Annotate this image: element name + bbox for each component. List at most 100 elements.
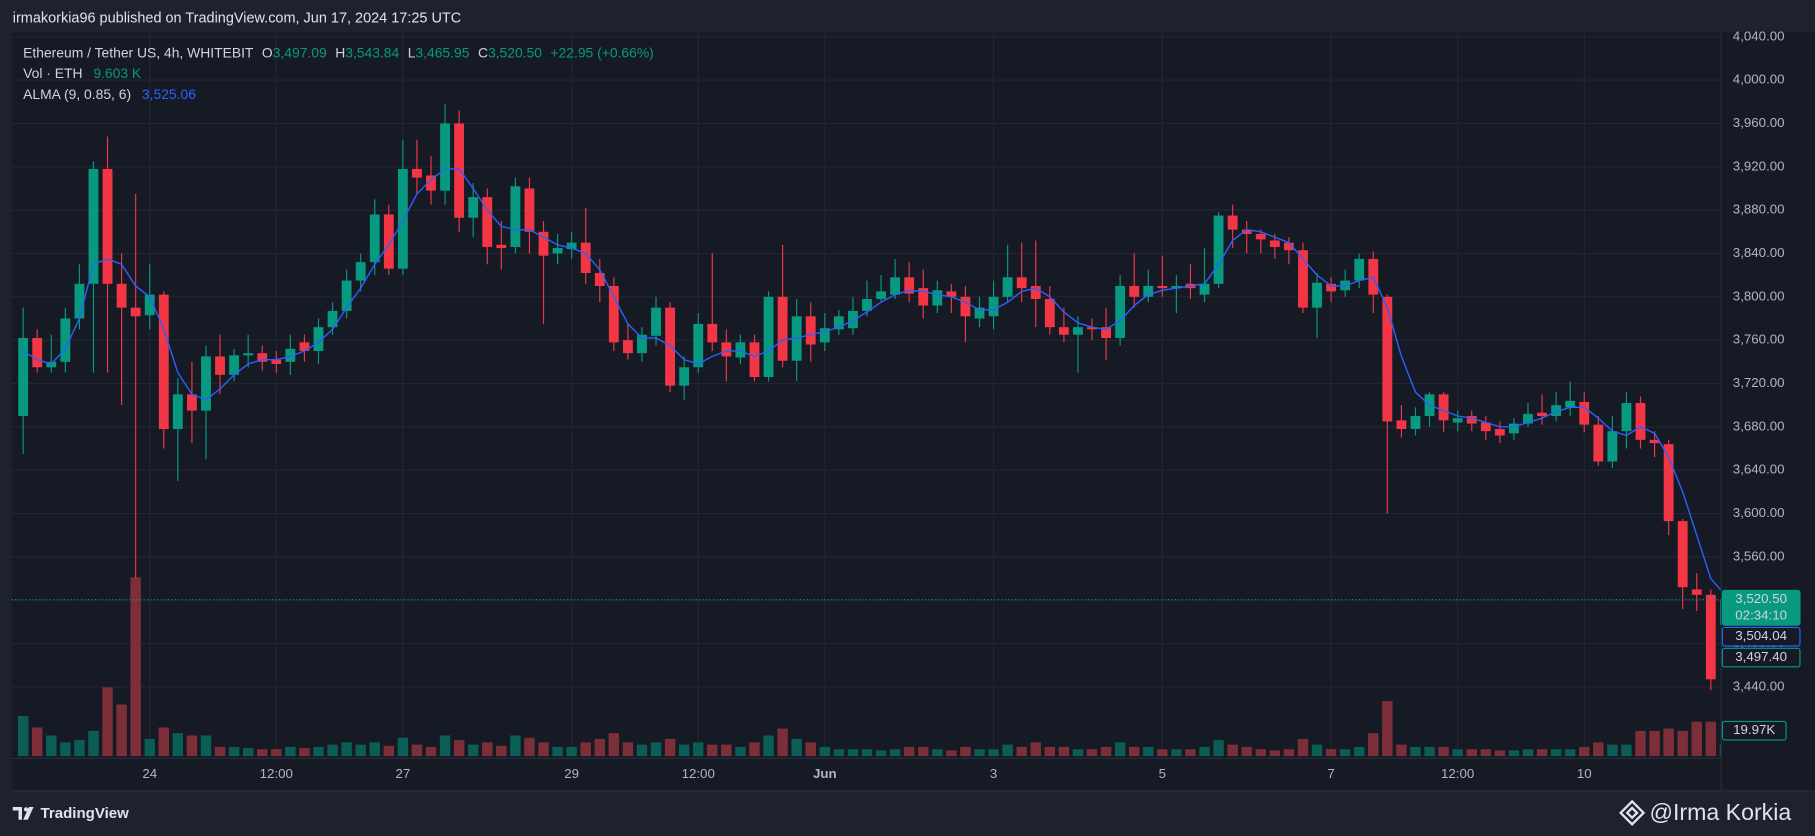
volume-bar [1705, 721, 1717, 757]
volume-bar [1255, 749, 1266, 757]
y-tick-label: 3,680.00 [1733, 418, 1785, 433]
volume-bar [355, 744, 366, 757]
x-tick-label: 3 [990, 766, 997, 781]
volume-bar [383, 745, 395, 757]
volume-bar [1438, 746, 1449, 757]
legend-low-label: L [408, 44, 416, 60]
candle-body [327, 310, 338, 328]
volume-bar [833, 749, 845, 757]
candle-body [1494, 429, 1505, 436]
volume-bar [1452, 749, 1463, 757]
candle-body [566, 242, 577, 250]
x-tick-label: 12:00 [260, 766, 293, 781]
candle-body [186, 394, 197, 411]
volume-bar [678, 744, 690, 757]
candle-body [454, 123, 465, 218]
candle-body [1058, 327, 1069, 335]
volume-bar [74, 740, 85, 757]
y-tick-label: 3,920.00 [1733, 158, 1785, 173]
x-tick-label: 10 [1577, 766, 1592, 781]
candle-body [1635, 403, 1646, 440]
candle-body [1087, 327, 1097, 330]
candle-body [833, 316, 844, 330]
volume-bar [299, 748, 310, 757]
candle-body [215, 356, 225, 375]
candle-body [116, 283, 127, 308]
y-tick-label: 3,440.00 [1733, 678, 1785, 693]
candle-body [1537, 412, 1547, 417]
candle-body [1312, 282, 1322, 308]
volume-bar [777, 728, 788, 757]
y-tick-label: 3,760.00 [1733, 332, 1785, 347]
volume-bar [875, 750, 887, 757]
volume-bar [130, 577, 141, 757]
candle-body [960, 296, 971, 317]
volume-bar [988, 749, 999, 757]
candle-body [1241, 229, 1252, 234]
volume-bar [622, 742, 634, 757]
candle-body [679, 367, 690, 386]
candle-body [158, 294, 169, 430]
volume-bar [524, 737, 535, 757]
candle-body [1438, 394, 1449, 421]
candle-body [1255, 233, 1266, 240]
candle-body [383, 214, 394, 269]
candle-body [1115, 285, 1126, 338]
candle-body [1480, 422, 1491, 432]
candle-body [32, 337, 43, 368]
candle-body [1157, 285, 1168, 289]
volume-bar [847, 749, 859, 757]
candle-body [538, 231, 549, 256]
volume-bar [1579, 746, 1590, 757]
candle-body [440, 123, 450, 191]
axes: 3,440.003,480.003,520.003,560.003,600.00… [142, 28, 1801, 781]
candle-body [1199, 283, 1210, 295]
volume-bar [1311, 744, 1323, 757]
volume-bar [1016, 746, 1027, 757]
candle-body [932, 290, 943, 306]
plot-background [11, 32, 1815, 791]
volume-bar [693, 742, 704, 757]
volume-bar [186, 735, 198, 757]
volume-bar [453, 740, 465, 757]
volume-marker [1721, 720, 1787, 741]
candle-body [594, 272, 605, 286]
volume-bar [425, 746, 437, 757]
volume-bar [1424, 746, 1435, 757]
volume-bar [1100, 746, 1112, 757]
price-marker-label: 3,520.50 [1735, 591, 1787, 606]
logo-part [12, 807, 22, 820]
candle-body [974, 307, 985, 319]
price-axis-panel [1721, 32, 1815, 791]
volume-bar [1508, 750, 1520, 757]
candle-body [426, 175, 436, 191]
candle-body [1396, 420, 1407, 430]
volume-bar [1297, 738, 1309, 757]
volume-bar [538, 742, 549, 757]
y-tick-label: 4,000.00 [1733, 72, 1785, 87]
volume-bar [17, 715, 29, 757]
legend-close-label: C [478, 44, 488, 60]
candle-body [651, 307, 661, 336]
volume-bar [1550, 749, 1562, 757]
watermark-icon [1619, 799, 1646, 826]
legend-high: 3,543.84 [345, 44, 399, 60]
y-tick-label: 3,880.00 [1733, 202, 1785, 217]
candle-body [313, 327, 324, 351]
x-tick-label: 27 [395, 766, 410, 781]
logo-part [23, 807, 34, 820]
volume-bar [1607, 744, 1618, 757]
volume-bar [482, 742, 493, 757]
price-marker [1721, 589, 1801, 626]
volume-name: Vol · ETH [23, 65, 82, 81]
candle-body [1171, 285, 1182, 289]
volume-bar [1283, 749, 1295, 757]
volume-bar [1621, 744, 1632, 757]
y-tick-label: 3,800.00 [1733, 288, 1785, 303]
volume-bar [650, 742, 662, 757]
candle-body [1143, 285, 1154, 297]
volume-bar [1494, 750, 1506, 757]
candle-body [1565, 400, 1576, 408]
volume-bar [1044, 746, 1056, 757]
